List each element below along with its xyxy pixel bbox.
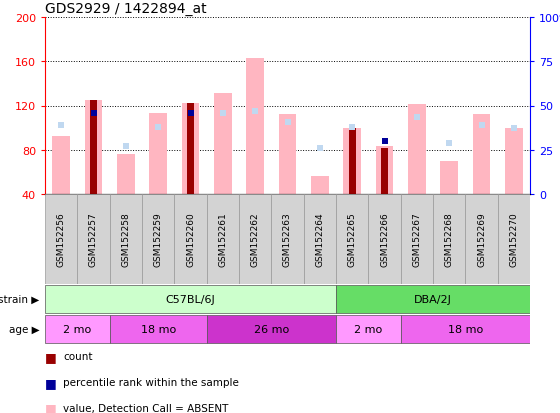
Bar bbox=[272, 195, 304, 284]
Bar bbox=[473, 115, 491, 195]
Bar bbox=[336, 195, 368, 284]
Bar bbox=[45, 195, 77, 284]
Text: GSM152263: GSM152263 bbox=[283, 212, 292, 267]
Bar bbox=[142, 195, 174, 284]
Text: value, Detection Call = ABSENT: value, Detection Call = ABSENT bbox=[63, 403, 228, 413]
Bar bbox=[368, 195, 400, 284]
Bar bbox=[440, 161, 458, 195]
Text: GSM152268: GSM152268 bbox=[445, 212, 454, 267]
Text: GSM152269: GSM152269 bbox=[477, 212, 486, 267]
Bar bbox=[400, 195, 433, 284]
Text: GSM152261: GSM152261 bbox=[218, 212, 227, 267]
Bar bbox=[279, 115, 296, 195]
Text: DBA/2J: DBA/2J bbox=[414, 294, 452, 304]
Bar bbox=[187, 104, 194, 195]
Bar bbox=[498, 195, 530, 284]
Text: GDS2929 / 1422894_at: GDS2929 / 1422894_at bbox=[45, 2, 207, 16]
Bar bbox=[85, 101, 102, 195]
Text: ■: ■ bbox=[45, 401, 57, 413]
Bar bbox=[181, 104, 199, 195]
Bar bbox=[110, 315, 207, 344]
Text: GSM152258: GSM152258 bbox=[122, 212, 130, 267]
Bar bbox=[505, 128, 522, 195]
Text: 2 mo: 2 mo bbox=[354, 324, 382, 334]
Text: GSM152262: GSM152262 bbox=[251, 212, 260, 267]
Bar bbox=[349, 128, 356, 195]
Text: 2 mo: 2 mo bbox=[63, 324, 91, 334]
Bar bbox=[117, 155, 135, 195]
Text: GSM152259: GSM152259 bbox=[153, 212, 162, 267]
Bar bbox=[174, 195, 207, 284]
Text: C57BL/6J: C57BL/6J bbox=[166, 294, 216, 304]
Bar bbox=[381, 148, 388, 195]
Bar bbox=[45, 315, 110, 344]
Text: count: count bbox=[63, 351, 92, 361]
Bar bbox=[52, 137, 70, 195]
Text: strain ▶: strain ▶ bbox=[0, 294, 39, 304]
Bar bbox=[77, 195, 110, 284]
Bar bbox=[311, 177, 329, 195]
Bar bbox=[465, 195, 498, 284]
Bar bbox=[207, 195, 239, 284]
Text: GSM152267: GSM152267 bbox=[412, 212, 421, 267]
Bar bbox=[400, 315, 530, 344]
Bar bbox=[239, 195, 272, 284]
Text: age ▶: age ▶ bbox=[9, 324, 39, 334]
Bar bbox=[207, 315, 336, 344]
Bar bbox=[90, 101, 97, 195]
Bar bbox=[433, 195, 465, 284]
Bar bbox=[408, 105, 426, 195]
Text: GSM152256: GSM152256 bbox=[57, 212, 66, 267]
Bar bbox=[45, 285, 336, 313]
Text: GSM152266: GSM152266 bbox=[380, 212, 389, 267]
Bar bbox=[150, 114, 167, 195]
Bar bbox=[246, 59, 264, 195]
Bar bbox=[343, 128, 361, 195]
Bar bbox=[304, 195, 336, 284]
Text: percentile rank within the sample: percentile rank within the sample bbox=[63, 377, 239, 387]
Text: 18 mo: 18 mo bbox=[141, 324, 176, 334]
Text: ■: ■ bbox=[45, 350, 57, 363]
Text: 18 mo: 18 mo bbox=[447, 324, 483, 334]
Text: ■: ■ bbox=[45, 376, 57, 389]
Text: GSM152270: GSM152270 bbox=[510, 212, 519, 267]
Text: GSM152265: GSM152265 bbox=[348, 212, 357, 267]
Text: GSM152264: GSM152264 bbox=[315, 212, 324, 267]
Text: GSM152257: GSM152257 bbox=[89, 212, 98, 267]
Text: 26 mo: 26 mo bbox=[254, 324, 289, 334]
Text: GSM152260: GSM152260 bbox=[186, 212, 195, 267]
Bar bbox=[110, 195, 142, 284]
Bar bbox=[336, 315, 400, 344]
Bar bbox=[214, 94, 232, 195]
Bar bbox=[336, 285, 530, 313]
Bar bbox=[376, 147, 393, 195]
